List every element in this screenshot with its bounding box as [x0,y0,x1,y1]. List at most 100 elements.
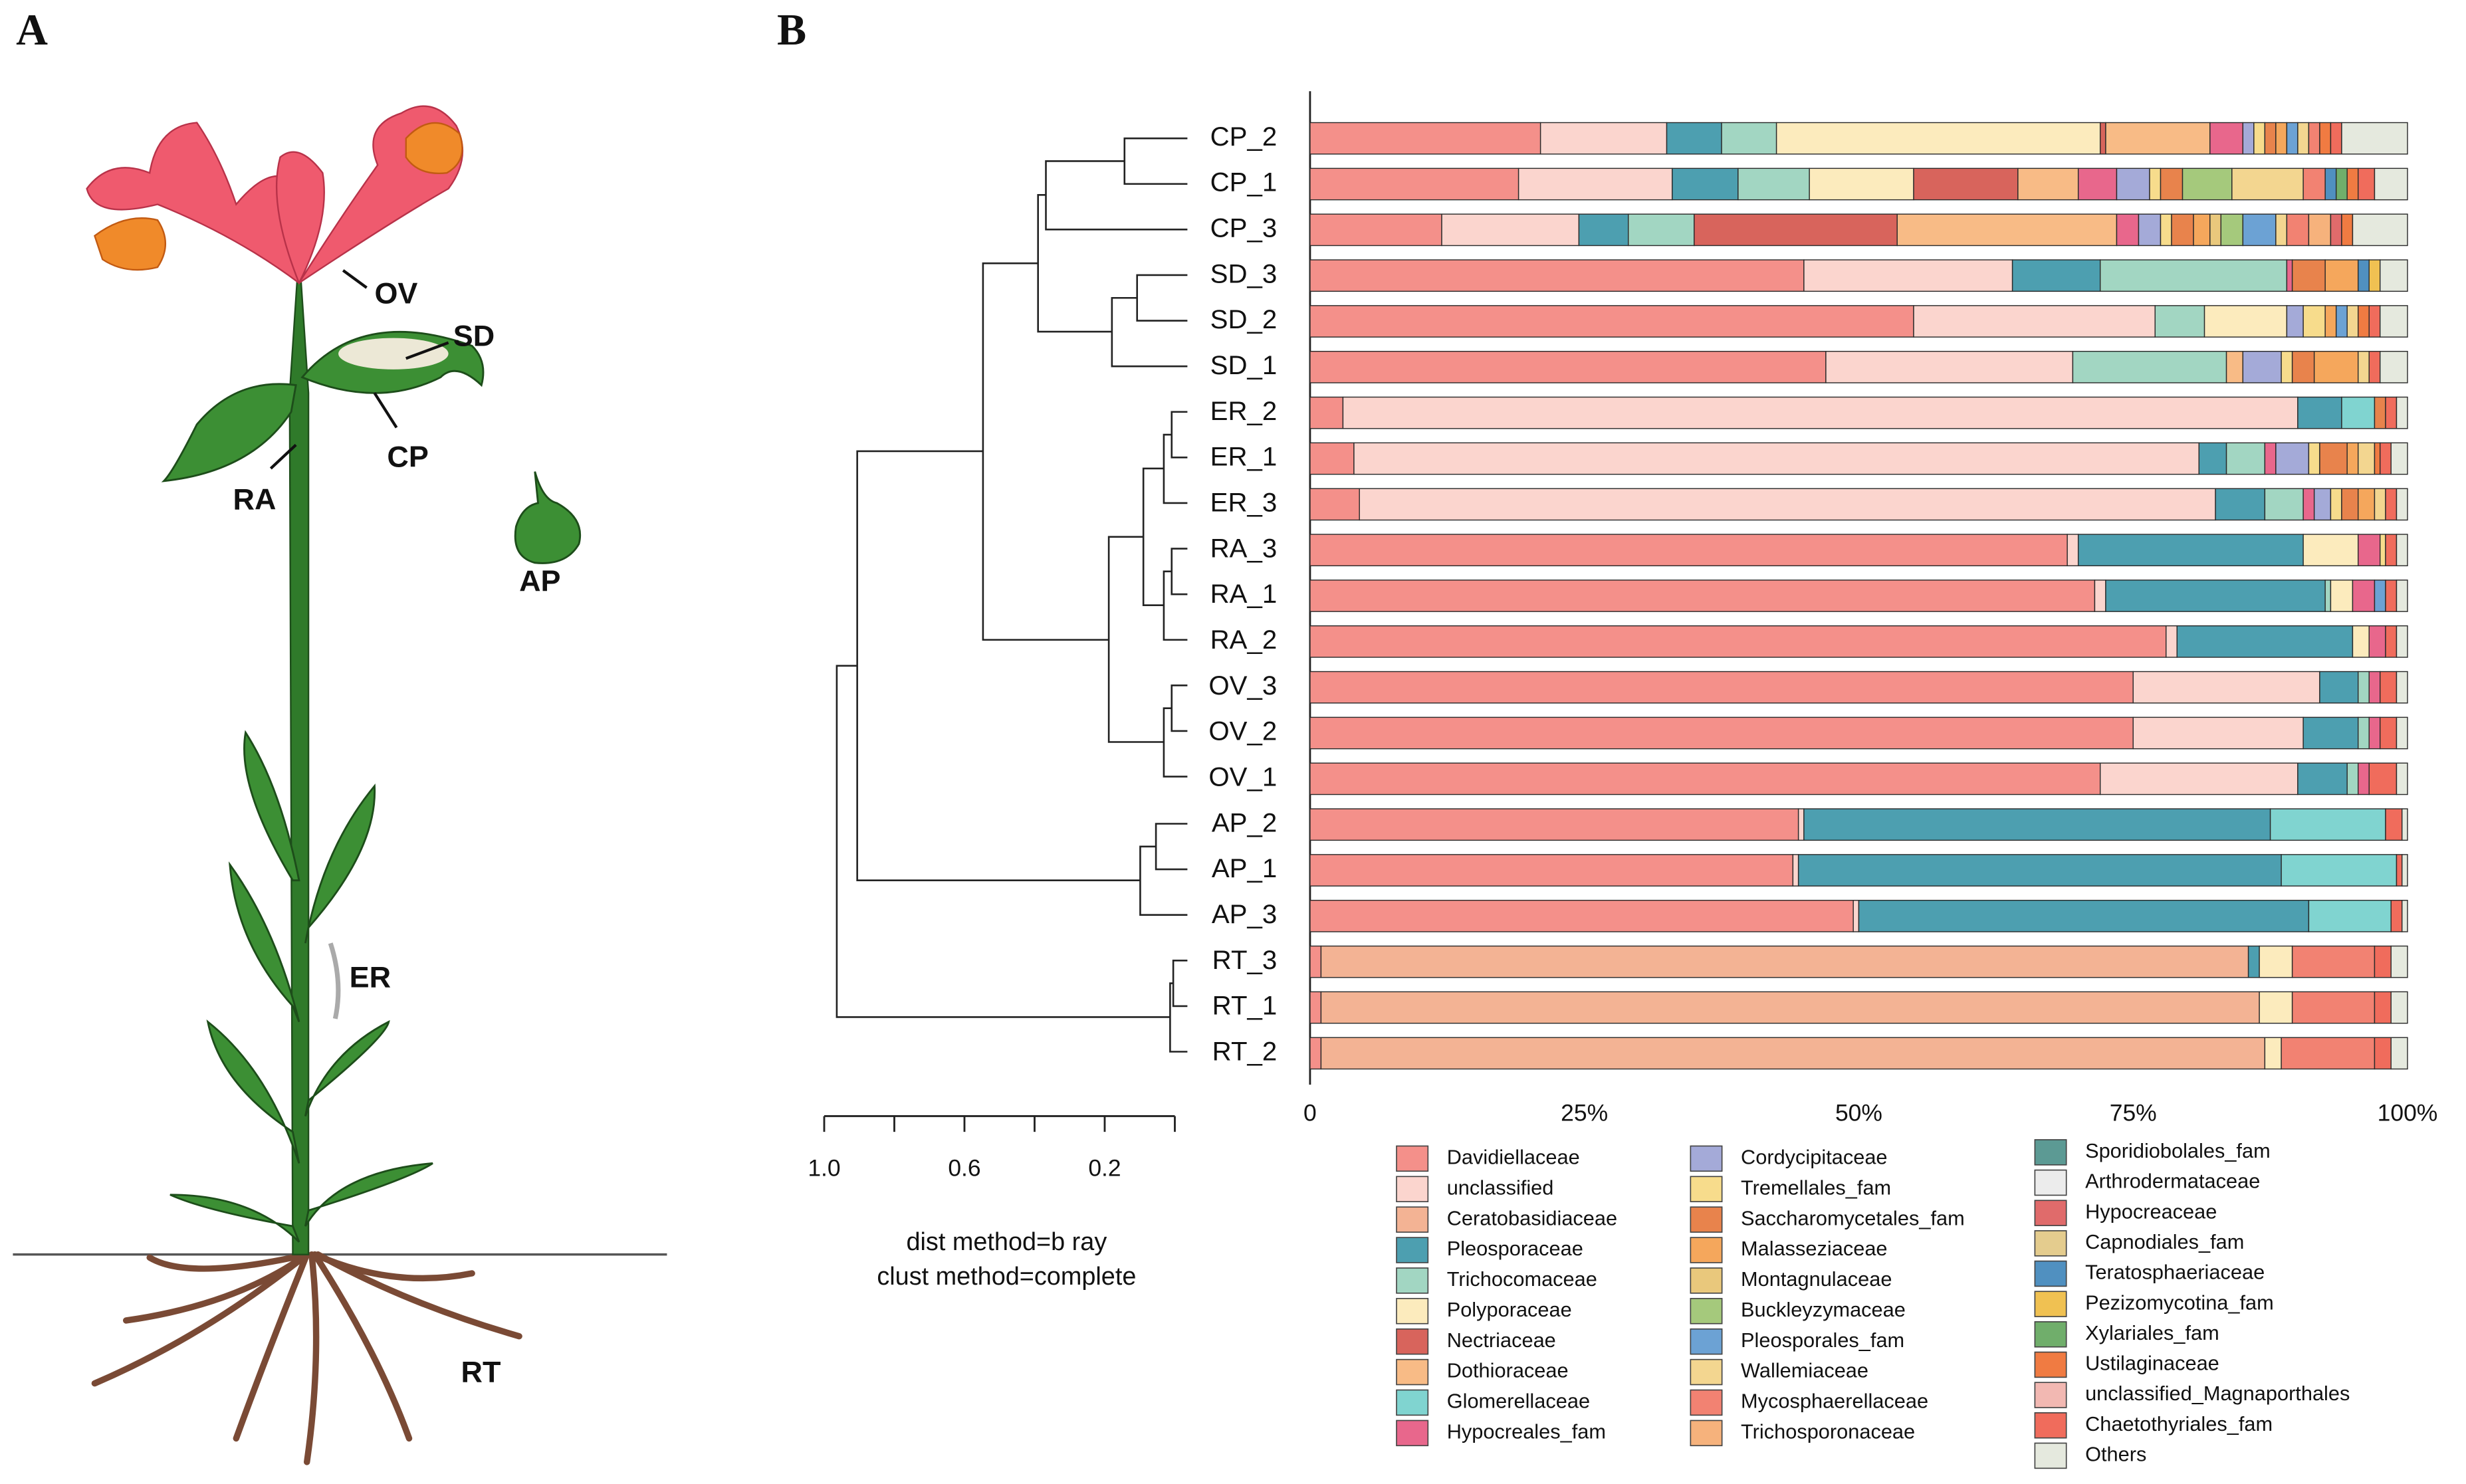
legend-swatch [1396,1420,1429,1447]
legend-swatch [2034,1169,2067,1196]
bar-segment [2160,167,2184,201]
bar-segment [2368,305,2381,338]
legend-label: unclassified [1447,1176,1554,1199]
legend-label: Montagnulaceae [1741,1267,1892,1291]
bar-segment [2374,396,2386,429]
bar-segment [2077,534,2304,567]
bar-segment [1775,122,2101,155]
bar-segment [1517,167,1673,201]
bar-segment [1309,213,1442,247]
bar-segment [2396,854,2403,887]
bar-segment [2390,442,2408,475]
legend-swatch [2034,1230,2067,1257]
legend-swatch [1690,1358,1723,1386]
legend-label: Pleosporales_fam [1741,1328,1904,1352]
bar-segment [2324,259,2359,292]
bar-segment [2264,488,2304,521]
bar-segment [2346,167,2359,201]
bar-segment [2357,716,2370,750]
bar-segment [1309,991,1322,1024]
legend-swatch [1396,1267,1429,1294]
legend-label: Malasseziaceae [1741,1237,1888,1260]
bar-segment [2357,167,2376,201]
bar-segment [1309,442,1355,475]
bar-segment [2380,534,2386,567]
bar-segment [2116,167,2150,201]
bar-segment [2390,991,2408,1024]
sample-label: CP_2 [1210,122,1278,152]
bar-segment [2380,442,2392,475]
bar-segment [2297,396,2342,429]
bar-segment [2380,259,2408,292]
bar-segment [2281,350,2293,383]
bar-segment [1309,580,2096,612]
bar-segment [2396,716,2408,750]
bar-segment [2335,305,2348,338]
bar-segment [2105,122,2211,155]
bar-segment [2259,945,2293,978]
bar-segment [2286,305,2304,338]
bar-segment [2374,488,2386,521]
bar-segment [2380,305,2408,338]
bar-segment [2341,213,2354,247]
bar-segment [2166,625,2178,658]
sample-label: OV_3 [1208,671,1277,700]
sample-label: SD_1 [1210,350,1278,380]
bar-segment [2094,580,2106,612]
legend-swatch [2034,1260,2067,1287]
bar-segment [1342,396,2298,429]
bar-segment [2264,122,2277,155]
bar-segment [2264,442,2277,475]
sample-label: AP_2 [1212,807,1277,837]
bar-segment [2368,625,2386,658]
bar-segment [2341,396,2376,429]
bar-segment [2396,762,2408,795]
bar-segment [2357,350,2370,383]
bar-segment [1309,625,2167,658]
bar-segment [2275,122,2288,155]
bar-segment [2297,122,2310,155]
bar-segment [2374,442,2381,475]
sample-label: CP_3 [1210,213,1278,243]
legend-label: Arthrodermataceae [2085,1170,2260,1193]
bar-segment [1737,167,1810,201]
bar-segment [2171,213,2194,247]
bar-segment [2099,259,2288,292]
bar-segment [2182,167,2233,201]
bar-segment [2396,671,2408,704]
bar-segment [2308,213,2332,247]
bar-segment [2116,213,2140,247]
bar-segment [2302,167,2326,201]
bar-segment [1913,167,2019,201]
caption: dist method=b ray [906,1228,1107,1256]
bar-segment [2225,442,2266,475]
part-label: CP [387,440,428,474]
bar-segment [1359,488,2216,521]
bar-segment [2385,625,2398,658]
legend-label: Chaetothyriales_fam [2085,1412,2273,1435]
legend-swatch [2034,1351,2067,1378]
bar-segment [2281,1037,2376,1070]
bar-segment [2402,854,2408,887]
legend-label: Polyporaceae [1447,1298,1572,1321]
bar-segment [2291,945,2376,978]
bar-segment [1309,305,1914,338]
bar-segment [2132,716,2304,750]
bar-segment [2291,991,2376,1024]
bar-segment [2247,945,2260,978]
legend-label: Nectriaceae [1447,1328,1556,1352]
part-label: OV [374,276,417,310]
legend-swatch [1396,1328,1429,1355]
legend-label: Sporidiobolales_fam [2085,1139,2271,1162]
bar-segment [2242,122,2255,155]
bar-segment [1309,1037,1322,1070]
bar-segment [2374,991,2392,1024]
bar-segment [1309,122,1541,155]
bar-segment [2390,1037,2408,1070]
bar-segment [2368,762,2398,795]
bar-segment [2374,945,2392,978]
bar-segment [2324,580,2332,612]
sample-label: SD_3 [1210,259,1278,288]
bar-segment [1309,945,1322,978]
